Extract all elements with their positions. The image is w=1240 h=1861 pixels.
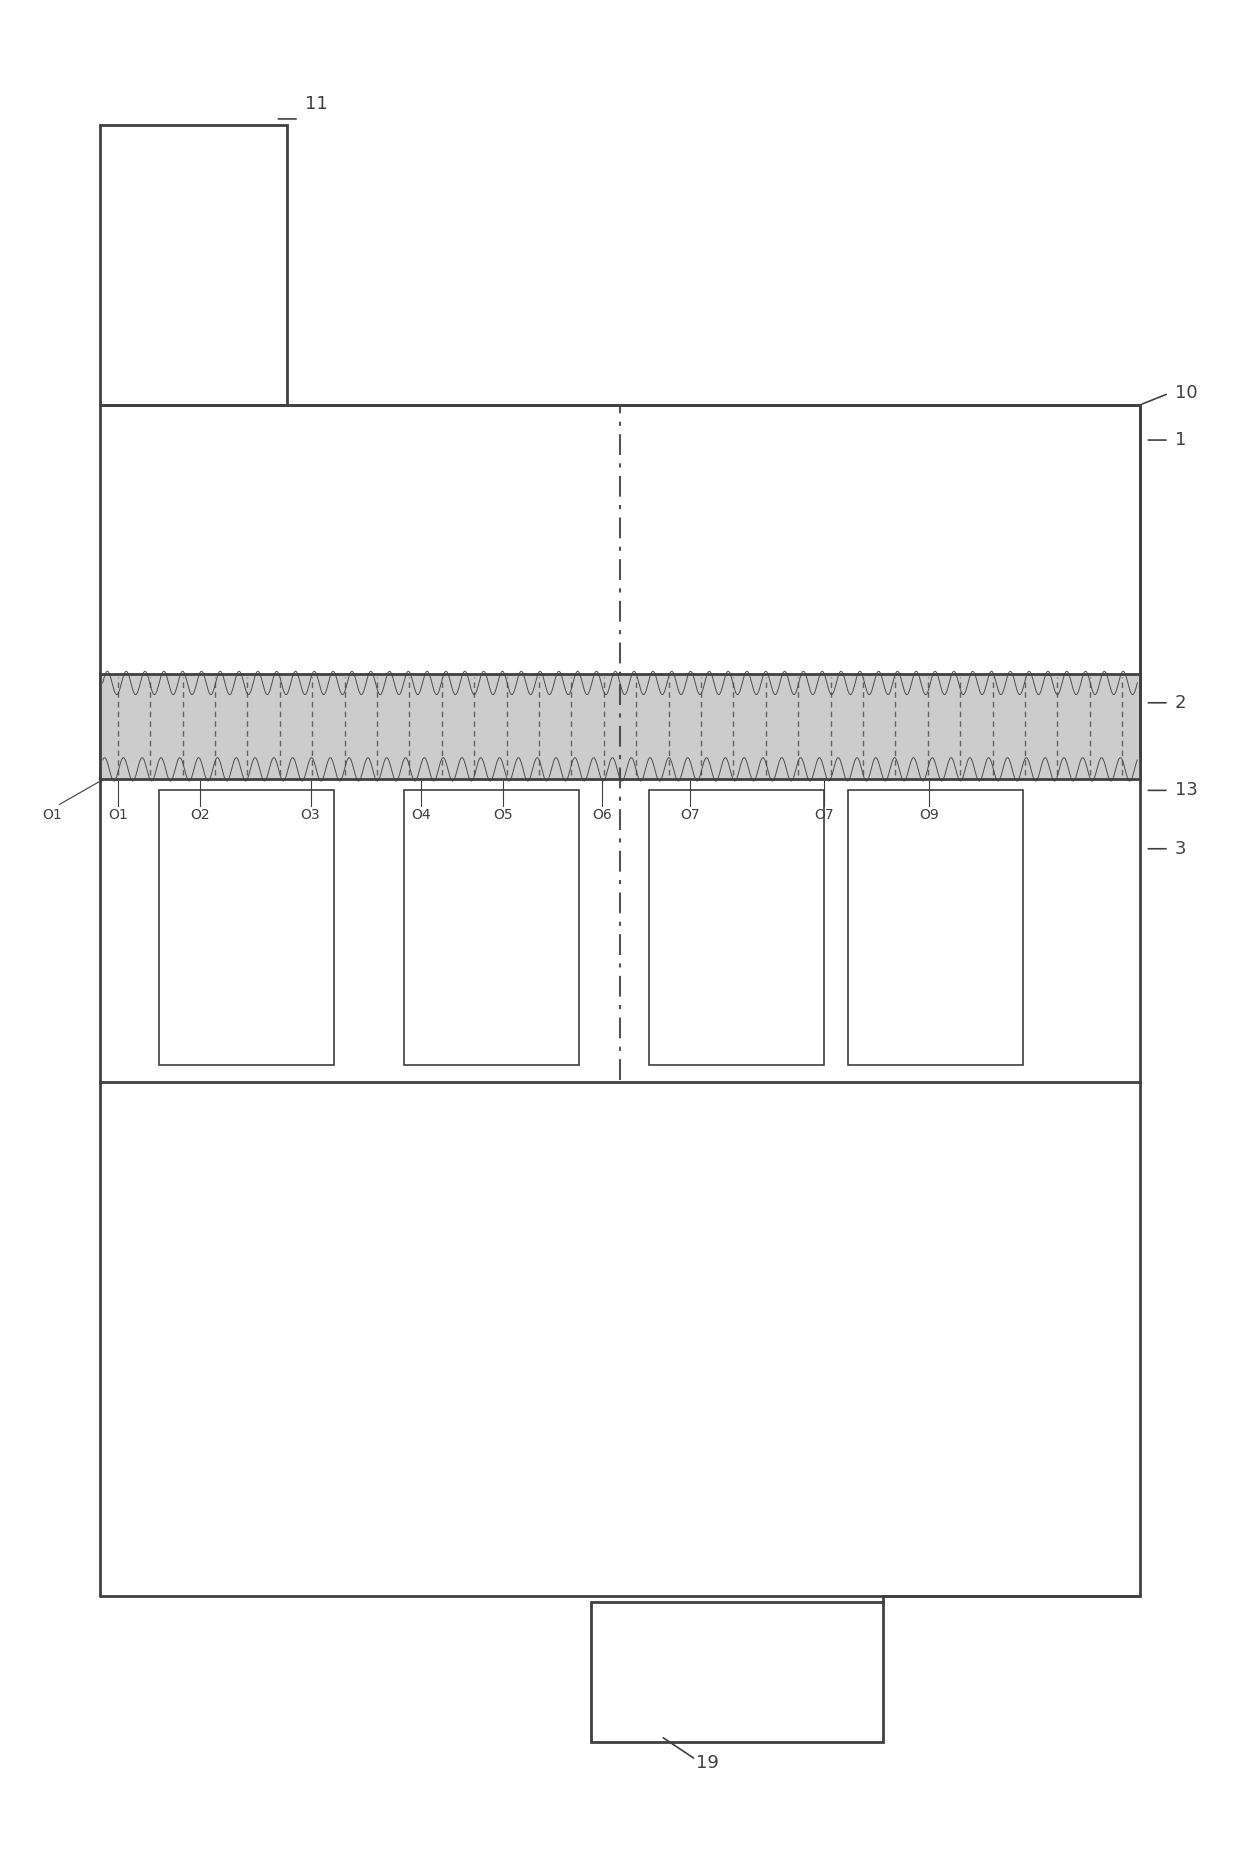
Bar	[100, 674, 1140, 778]
Text: O6: O6	[593, 808, 613, 823]
Text: 11: 11	[305, 95, 327, 114]
Text: 19: 19	[696, 1753, 719, 1772]
Bar	[404, 791, 579, 1064]
Text: O9: O9	[920, 808, 940, 823]
Bar	[848, 791, 1023, 1064]
Text: O7: O7	[681, 808, 699, 823]
Bar	[100, 125, 288, 406]
Text: O4: O4	[412, 808, 432, 823]
Bar	[100, 406, 1140, 1083]
Text: 10: 10	[1174, 385, 1198, 402]
Text: O7: O7	[815, 808, 835, 823]
Bar	[650, 791, 825, 1064]
Text: O1: O1	[42, 808, 62, 823]
Text: 3: 3	[1174, 839, 1187, 858]
Text: O2: O2	[190, 808, 210, 823]
Text: 13: 13	[1174, 782, 1198, 800]
Text: O3: O3	[301, 808, 320, 823]
Bar	[159, 791, 334, 1064]
Text: O1: O1	[108, 808, 128, 823]
Text: 1: 1	[1174, 432, 1185, 449]
Text: O5: O5	[494, 808, 513, 823]
Bar	[590, 1602, 883, 1742]
Text: 2: 2	[1174, 694, 1187, 711]
